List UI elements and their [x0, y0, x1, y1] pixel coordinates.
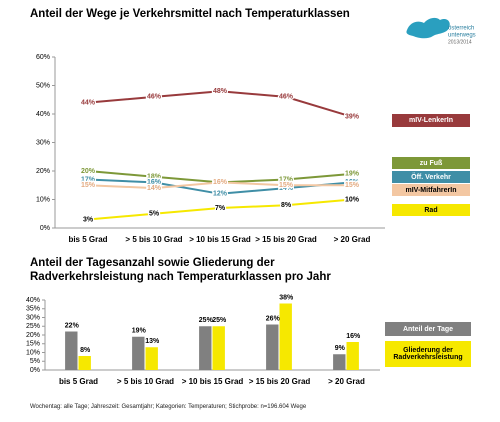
footnote: Wochentag: alle Tage; Jahreszeit: Gesamt… [30, 404, 307, 410]
x-tick-label: > 10 bis 15 Grad [189, 235, 251, 244]
data-label: 25% [212, 317, 227, 324]
logo-text: unterwegs [448, 33, 476, 39]
y-tick-label: 10% [26, 349, 40, 356]
data-label: 14% [279, 185, 294, 192]
y-tick-label: 30% [36, 139, 50, 146]
data-label: 48% [213, 88, 228, 95]
chart-title: Anteil der Wege je Verkehrsmittel nach T… [30, 8, 350, 20]
data-label: 44% [81, 99, 96, 106]
legend-entry: Rad [392, 204, 470, 216]
data-label: 5% [149, 211, 160, 218]
y-tick-label: 20% [36, 168, 50, 175]
data-label: 16% [213, 179, 228, 186]
x-tick-label: bis 5 Grad [68, 235, 107, 244]
bar [65, 331, 78, 370]
series-line [87, 90, 353, 118]
legend-entry: zu Fuß [392, 157, 470, 169]
bar [132, 336, 145, 370]
x-tick-label: > 10 bis 15 Grad [182, 377, 244, 386]
data-label: 12% [213, 191, 228, 198]
bar [333, 354, 346, 370]
x-tick-label: > 20 Grad [334, 235, 371, 244]
bar [212, 326, 225, 370]
data-label: 15% [345, 182, 360, 189]
x-tick-label: > 15 bis 20 Grad [249, 377, 311, 386]
y-tick-label: 5% [30, 358, 40, 365]
data-label: 16% [345, 179, 360, 186]
y-tick-label: 15% [26, 341, 40, 348]
data-label: 39% [345, 114, 360, 121]
y-tick-label: 40% [26, 297, 40, 304]
data-label: 17% [279, 176, 294, 183]
y-tick-label: 10% [36, 196, 50, 203]
data-label: 9% [335, 345, 346, 352]
logo-text: 2013/2014 [448, 39, 472, 45]
bar [346, 342, 359, 370]
bar [199, 326, 212, 370]
series-line [87, 198, 353, 221]
bar [145, 347, 158, 370]
data-label: 8% [80, 347, 91, 354]
data-label: 19% [132, 328, 147, 335]
data-label: 38% [279, 294, 294, 301]
data-label: 22% [65, 322, 80, 329]
bar [279, 303, 292, 370]
y-tick-label: 40% [36, 111, 50, 118]
bar [78, 356, 91, 370]
data-label: 16% [346, 333, 361, 340]
x-tick-label: > 15 bis 20 Grad [255, 235, 317, 244]
data-label: 16% [213, 179, 228, 186]
data-label: 7% [215, 205, 226, 212]
data-label: 14% [147, 185, 162, 192]
data-label: 13% [145, 338, 160, 345]
data-label: 3% [83, 216, 94, 223]
data-label: 19% [345, 171, 360, 178]
y-tick-label: 50% [36, 82, 50, 89]
data-label: 26% [266, 315, 281, 322]
data-label: 46% [279, 94, 294, 101]
data-label: 20% [81, 168, 96, 175]
legend-entry: mIV-LenkerIn [392, 114, 470, 127]
data-label: 18% [147, 174, 162, 181]
data-label: 15% [279, 182, 294, 189]
x-tick-label: > 5 bis 10 Grad [117, 377, 174, 386]
legend-entry: Öff. Verkehr [392, 171, 470, 183]
y-tick-label: 0% [30, 367, 40, 374]
logo-text: österreich [448, 26, 474, 32]
y-tick-label: 25% [26, 323, 40, 330]
data-label: 25% [199, 317, 214, 324]
data-label: 16% [147, 179, 162, 186]
bar [266, 324, 279, 370]
logo-map [406, 17, 450, 39]
legend-entry: mIV-MitfahrerIn [392, 184, 470, 196]
data-label: 8% [281, 202, 292, 209]
y-tick-label: 60% [36, 54, 50, 61]
x-tick-label: > 5 bis 10 Grad [125, 235, 182, 244]
data-label: 10% [345, 196, 360, 203]
y-tick-label: 20% [26, 332, 40, 339]
x-tick-label: bis 5 Grad [59, 377, 98, 386]
y-tick-label: 0% [40, 225, 50, 232]
legend-entry: Anteil der Tage [385, 322, 471, 336]
chart-title: Anteil der Tagesanzahl sowie Gliederung … [30, 257, 331, 283]
data-label: 46% [147, 94, 162, 101]
y-tick-label: 30% [26, 314, 40, 321]
data-label: 15% [81, 182, 96, 189]
series-line [87, 181, 352, 190]
x-tick-label: > 20 Grad [328, 377, 365, 386]
logo: österreich unterwegs 2013/2014 [406, 17, 476, 45]
y-tick-label: 35% [26, 306, 40, 313]
legend-entry: Gliederung der Radverkehrsleistung [385, 341, 471, 367]
data-label: 17% [81, 176, 96, 183]
